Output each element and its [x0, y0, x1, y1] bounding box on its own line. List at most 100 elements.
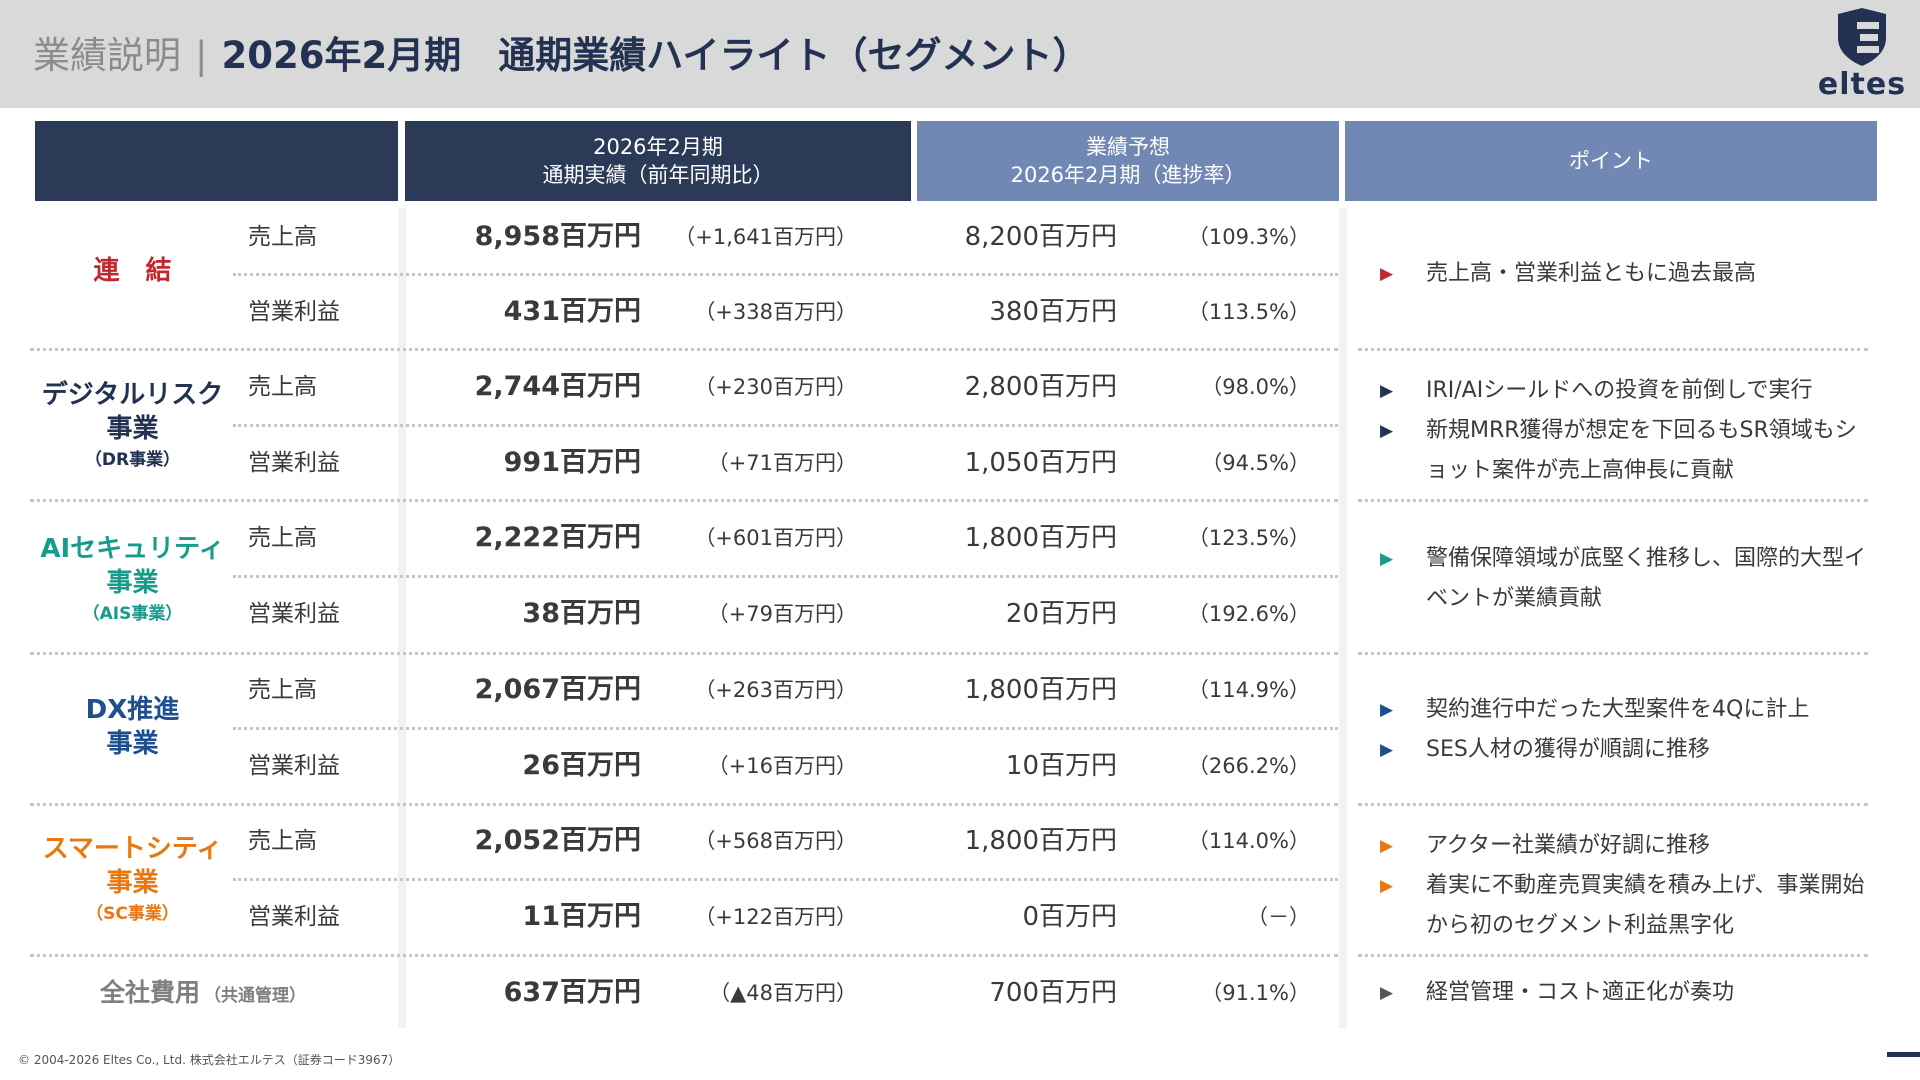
- forecast-value: 20百万円: [1005, 599, 1117, 629]
- progress-rate: （192.6%）: [1187, 602, 1310, 626]
- header-cell-actual: 2026年2月期 通期実績（前年同期比）: [405, 121, 911, 201]
- corporate-expense-name: 全社費用: [100, 978, 201, 1007]
- forecast-value: 2,800百万円: [964, 372, 1117, 402]
- point-text: アクター社業績が好調に推移: [1426, 833, 1711, 858]
- corporate-expense-sub: （共通管理）: [204, 986, 307, 1006]
- row-divider: [233, 727, 1338, 730]
- points-divider: [1358, 803, 1868, 806]
- segment-sc: スマートシティ 事業 （SC事業）: [35, 832, 230, 926]
- copyright-footer: © 2004-2026 Eltes Co., Ltd. 株式会社エルテス（証券コ…: [18, 1053, 401, 1067]
- metric-label: 売上高: [248, 828, 317, 854]
- row-divider: [233, 424, 1338, 427]
- yoy-change: （+1,641百万円）: [674, 225, 857, 249]
- metric-label: 売上高: [248, 677, 317, 703]
- eltes-logo: eltes: [1810, 8, 1914, 102]
- triangle-right-icon: ▶: [1380, 983, 1394, 1003]
- segment-name-line2: 事業: [106, 568, 159, 598]
- segment-abbrev: （SC事業）: [86, 904, 179, 924]
- yoy-change: （+16百万円）: [707, 754, 857, 778]
- progress-rate: （91.1%）: [1201, 981, 1310, 1005]
- row-divider: [233, 575, 1338, 578]
- triangle-right-icon: ▶: [1380, 381, 1394, 401]
- yoy-change: （+338百万円）: [694, 300, 857, 324]
- page-indicator-bar: [1887, 1052, 1920, 1057]
- header-cell-empty: [35, 121, 398, 201]
- actual-value: 11百万円: [522, 901, 641, 932]
- points-dx: ▶ 契約進行中だった大型案件を4Qに計上 ▶ SES人材の獲得が順調に推移: [1380, 690, 1875, 770]
- point-item: ▶ 警備保障領域が底堅く推移し、国際的大型イベントが業績貢献: [1380, 539, 1875, 619]
- point-text: 新規MRR獲得が想定を下回るもSR領域もショット案件が売上高伸長に貢献: [1426, 418, 1857, 483]
- title-main: 2026年2月期 通期業績ハイライト（セグメント）: [221, 34, 1090, 77]
- column-separator: [398, 208, 406, 1028]
- forecast-value: 380百万円: [989, 297, 1117, 327]
- actual-value: 26百万円: [522, 750, 641, 781]
- segment-name-line1: デジタルリスク: [41, 380, 224, 410]
- point-item: ▶ 経営管理・コスト適正化が奏功: [1380, 973, 1875, 1013]
- triangle-right-icon: ▶: [1380, 700, 1394, 720]
- metric-label: 売上高: [248, 374, 317, 400]
- forecast-value: 1,800百万円: [964, 826, 1117, 856]
- header-forecast-line1: 業績予想: [1086, 135, 1170, 159]
- progress-rate: （－）: [1247, 905, 1310, 929]
- segment-name-line2: 事業: [106, 729, 159, 759]
- segment-ais: AIセキュリティ 事業 （AIS事業）: [35, 532, 230, 626]
- table-row-total: 637百万円 （▲48百万円） 700百万円 （91.1%）: [0, 975, 1340, 1011]
- segment-abbrev: （AIS事業）: [82, 604, 183, 624]
- header-actual-line2: 通期実績（前年同期比）: [542, 163, 774, 187]
- triangle-right-icon: ▶: [1380, 740, 1394, 760]
- point-text: IRI/AIシールドへの投資を前倒しで実行: [1426, 378, 1813, 403]
- points-divider: [1358, 652, 1868, 655]
- page-title: 業績説明 | 2026年2月期 通期業績ハイライト（セグメント）: [33, 33, 1089, 79]
- point-text: 経営管理・コスト適正化が奏功: [1426, 980, 1735, 1005]
- segment-name-line1: AIセキュリティ: [40, 534, 225, 564]
- metric-label: 売上高: [248, 525, 317, 551]
- forecast-value: 700百万円: [989, 978, 1117, 1008]
- point-item: ▶ 新規MRR獲得が想定を下回るもSR領域もショット案件が売上高伸長に貢献: [1380, 411, 1875, 491]
- segment-divider: [30, 803, 1338, 806]
- forecast-value: 10百万円: [1005, 751, 1117, 781]
- triangle-right-icon: ▶: [1380, 876, 1394, 896]
- segment-abbrev: （DR事業）: [84, 450, 181, 470]
- point-item: ▶ 契約進行中だった大型案件を4Qに計上: [1380, 690, 1875, 730]
- point-item: ▶ 着実に不動産売買実績を積み上げ、事業開始から初のセグメント利益黒字化: [1380, 866, 1875, 946]
- corporate-expense-label: 全社費用 （共通管理）: [100, 975, 306, 1014]
- point-text: SES人材の獲得が順調に推移: [1426, 737, 1710, 762]
- forecast-value: 0百万円: [1022, 902, 1117, 932]
- progress-rate: （109.3%）: [1187, 225, 1310, 249]
- header-cell-points: ポイント: [1345, 121, 1877, 201]
- slide-header: 業績説明 | 2026年2月期 通期業績ハイライト（セグメント） eltes: [0, 0, 1920, 108]
- progress-rate: （113.5%）: [1187, 300, 1310, 324]
- segment-divider: [30, 499, 1338, 502]
- yoy-change: （+79百万円）: [707, 602, 857, 626]
- table-row: 営業利益 11百万円 （+122百万円） 0百万円 （－）: [0, 899, 1340, 935]
- header-actual-line1: 2026年2月期: [593, 135, 723, 159]
- point-item: ▶ SES人材の獲得が順調に推移: [1380, 730, 1875, 770]
- triangle-right-icon: ▶: [1380, 549, 1394, 569]
- forecast-value: 1,050百万円: [964, 448, 1117, 478]
- yoy-change: （+122百万円）: [694, 905, 857, 929]
- table-row: 売上高 2,222百万円 （+601百万円） 1,800百万円 （123.5%）: [0, 520, 1340, 556]
- progress-rate: （266.2%）: [1187, 754, 1310, 778]
- segment-divider: [30, 348, 1338, 351]
- point-item: ▶ 売上高・営業利益ともに過去最高: [1380, 254, 1875, 294]
- segment-name: 連 結: [93, 256, 172, 286]
- segment-name-line2: 事業: [106, 868, 159, 898]
- yoy-change: （+601百万円）: [694, 526, 857, 550]
- progress-rate: （114.0%）: [1187, 829, 1310, 853]
- metric-label: 営業利益: [248, 450, 340, 476]
- points-dr: ▶ IRI/AIシールドへの投資を前倒しで実行 ▶ 新規MRR獲得が想定を下回る…: [1380, 371, 1875, 491]
- points-divider: [1358, 954, 1868, 957]
- points-sc: ▶ アクター社業績が好調に推移 ▶ 着実に不動産売買実績を積み上げ、事業開始から…: [1380, 826, 1875, 946]
- progress-rate: （98.0%）: [1201, 375, 1310, 399]
- title-prefix: 業績説明: [33, 34, 181, 77]
- triangle-right-icon: ▶: [1380, 836, 1394, 856]
- table-row: 営業利益 26百万円 （+16百万円） 10百万円 （266.2%）: [0, 748, 1340, 784]
- table-row: 売上高 8,958百万円 （+1,641百万円） 8,200百万円 （109.3…: [0, 219, 1340, 255]
- point-text: 売上高・営業利益ともに過去最高: [1426, 261, 1757, 286]
- yoy-change: （+71百万円）: [707, 451, 857, 475]
- actual-value: 2,222百万円: [474, 522, 641, 553]
- actual-value: 2,744百万円: [474, 371, 641, 402]
- table-row: 営業利益 431百万円 （+338百万円） 380百万円 （113.5%）: [0, 294, 1340, 330]
- header-points-label: ポイント: [1569, 149, 1653, 173]
- table-row: 営業利益 991百万円 （+71百万円） 1,050百万円 （94.5%）: [0, 445, 1340, 481]
